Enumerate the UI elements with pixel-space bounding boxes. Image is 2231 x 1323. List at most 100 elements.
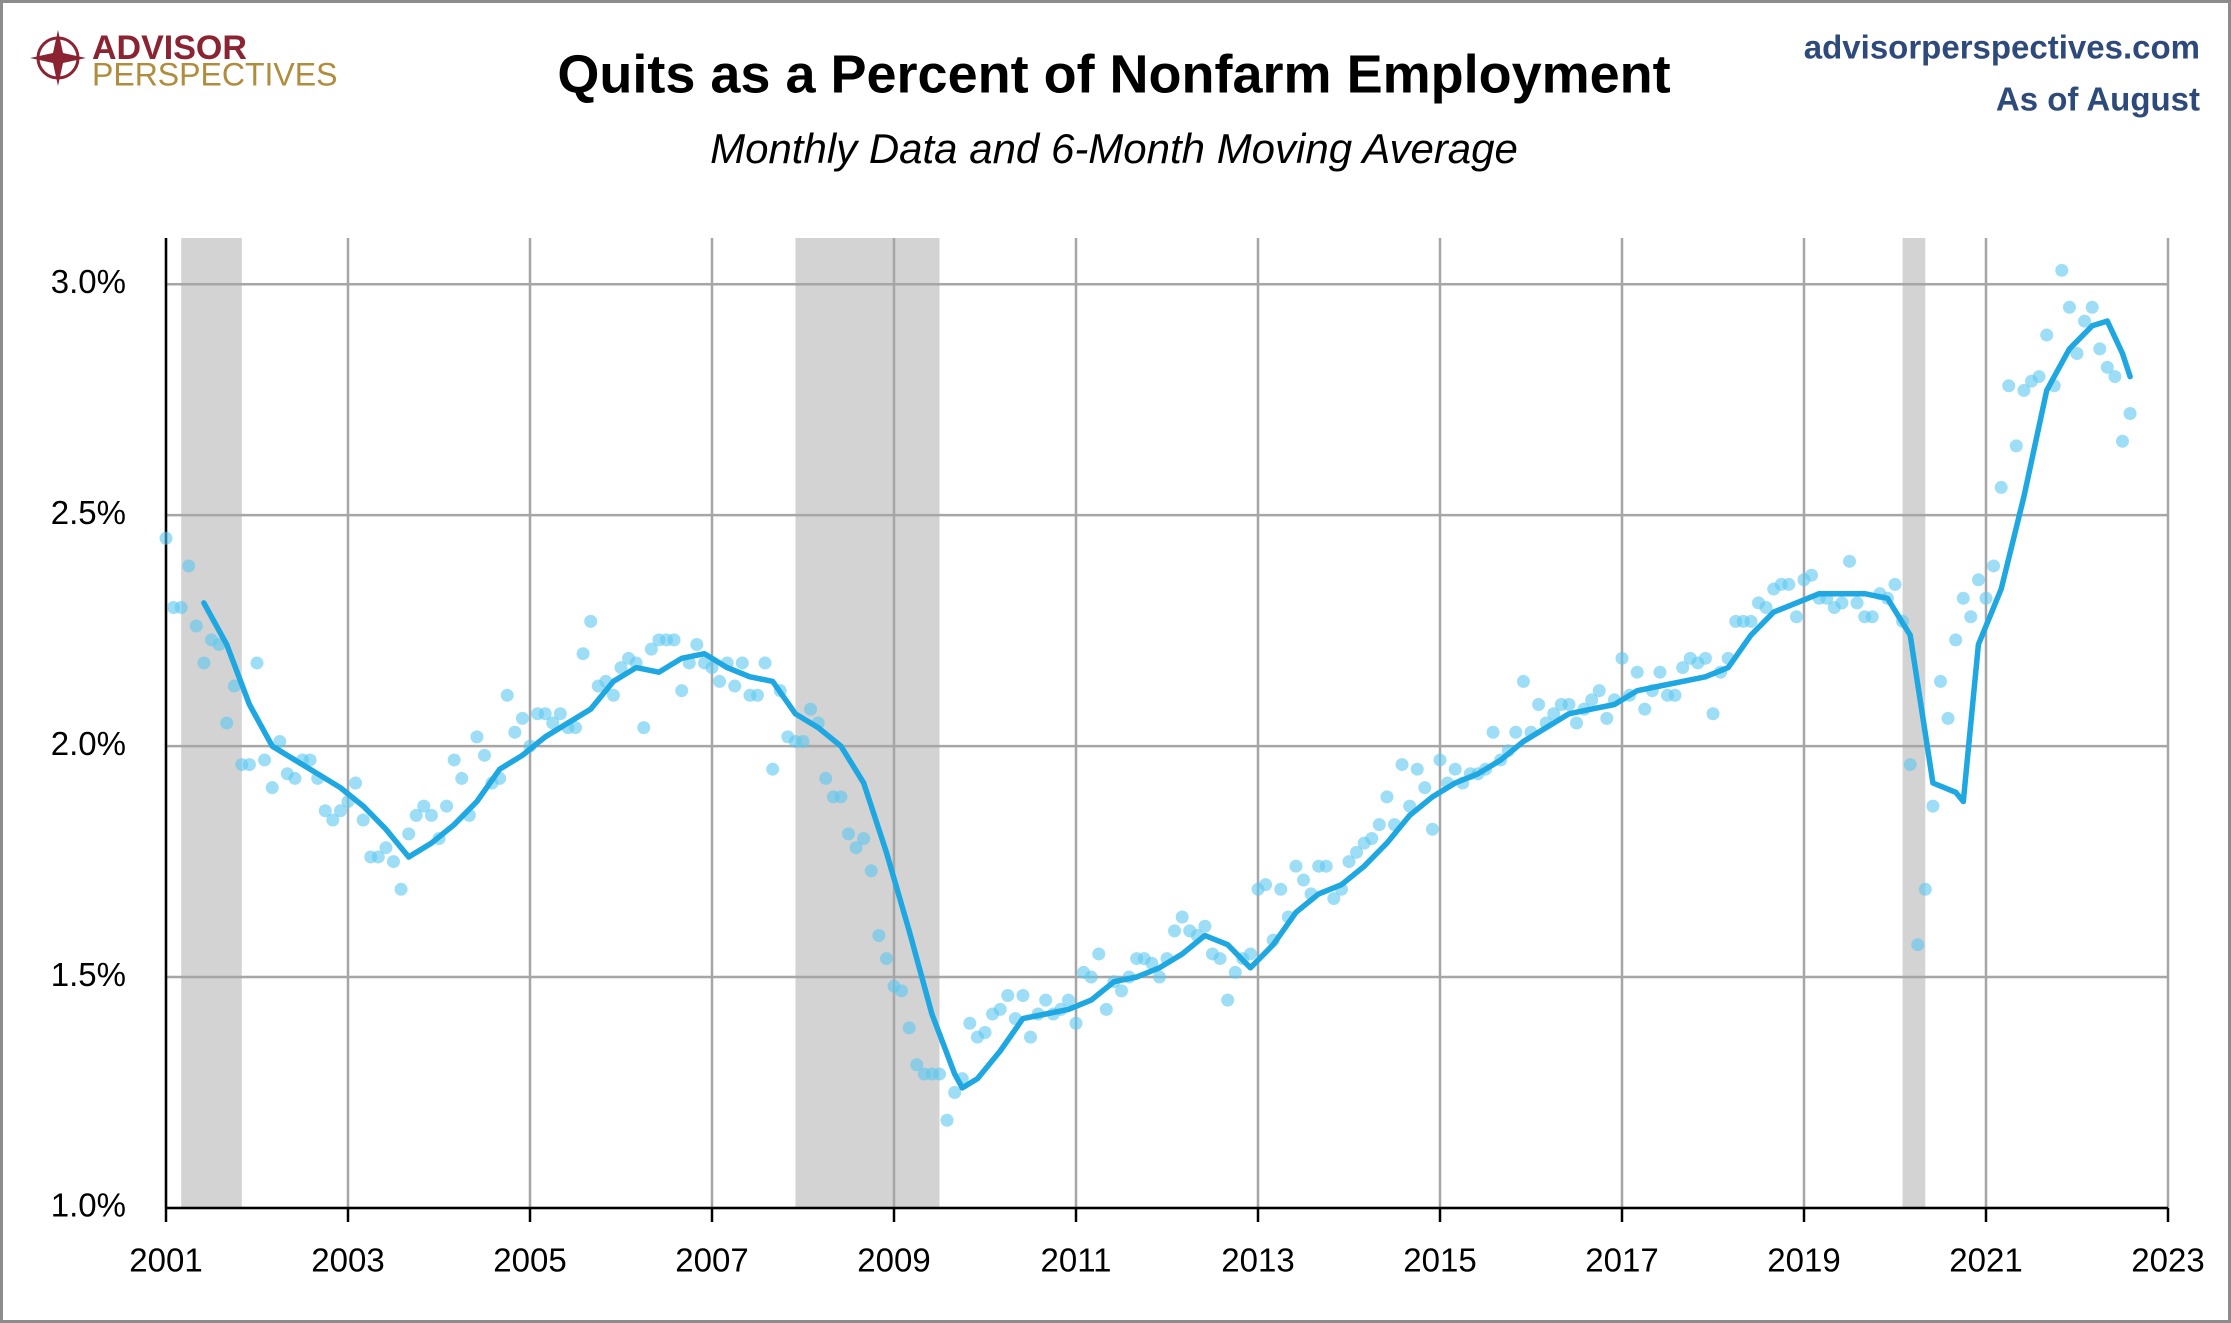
data-point [349, 776, 363, 790]
data-point [1903, 758, 1917, 772]
x-tick-label: 2007 [675, 1242, 748, 1279]
data-point [515, 711, 529, 725]
data-point [2040, 328, 2054, 342]
data-point [1372, 818, 1386, 832]
logo-text: ADVISOR [92, 29, 247, 67]
x-tick-label: 2021 [1949, 1242, 2022, 1279]
x-tick-label: 2023 [2131, 1242, 2204, 1279]
data-point [963, 1016, 977, 1030]
data-point [1016, 989, 1030, 1003]
y-tick-label: 2.0% [51, 725, 126, 762]
data-point [1971, 573, 1985, 587]
data-point [1342, 855, 1356, 869]
data-point [902, 1021, 916, 1035]
data-point [1532, 698, 1546, 712]
logo-star [30, 30, 86, 86]
data-point [1987, 559, 2001, 573]
data-point [2078, 314, 2092, 328]
data-point [1949, 633, 1963, 647]
data-point [409, 808, 423, 822]
data-point [1145, 956, 1159, 970]
data-point [1638, 702, 1652, 716]
data-point [273, 734, 287, 748]
data-point [804, 702, 818, 716]
data-point [842, 827, 855, 841]
data-point [2055, 263, 2069, 277]
data-point [576, 647, 590, 661]
data-point [182, 559, 196, 573]
y-tick-label: 3.0% [51, 263, 126, 300]
x-tick-label: 2003 [311, 1242, 384, 1279]
logo-text: PERSPECTIVES [92, 56, 337, 92]
data-point [1615, 651, 1629, 665]
data-point [258, 753, 272, 767]
data-point [1024, 1030, 1037, 1044]
data-point [417, 799, 431, 813]
data-point [1941, 711, 1955, 725]
data-point [424, 808, 438, 822]
data-point [220, 716, 234, 730]
data-point [910, 1058, 924, 1072]
y-tick-label: 2.5% [51, 494, 126, 531]
data-point [2123, 407, 2137, 421]
data-point [1782, 577, 1796, 591]
x-tick-label: 2013 [1221, 1242, 1294, 1279]
data-point [1805, 568, 1819, 582]
data-point [819, 771, 833, 785]
data-point [1327, 892, 1341, 906]
data-point [1850, 596, 1864, 610]
data-point [1835, 596, 1849, 610]
data-point [379, 841, 393, 855]
data-point [333, 804, 347, 818]
data-point [553, 707, 567, 721]
data-point [728, 679, 742, 693]
data-point [1979, 591, 1993, 605]
data-point [440, 799, 454, 813]
data-point [796, 734, 810, 748]
data-point [1092, 947, 1106, 961]
data-point [1759, 601, 1773, 615]
data-point [1926, 799, 1940, 813]
data-point [1964, 610, 1978, 624]
data-point [402, 827, 416, 841]
data-point [318, 804, 332, 818]
data-point [1289, 859, 1303, 873]
data-point [675, 684, 689, 698]
data-point [864, 864, 878, 878]
x-tick-label: 2015 [1403, 1242, 1476, 1279]
data-point [584, 614, 598, 628]
y-tick-label: 1.5% [51, 956, 126, 993]
data-point [2002, 379, 2016, 393]
data-point [470, 730, 484, 744]
data-point [2009, 439, 2023, 453]
source: advisorperspectives.com [1804, 29, 2200, 66]
data-point [1653, 665, 1667, 679]
as-of: As of August [1996, 81, 2200, 118]
data-point [394, 882, 408, 896]
data-point [1418, 781, 1432, 795]
plot: 1.0% 1.5% 2.0% 2.5% 3.0% 2001 2003 2005 2007 2009… [51, 238, 2205, 1279]
data-point [872, 928, 886, 942]
data-point [1061, 993, 1075, 1007]
x-tick-label: 2011 [1041, 1242, 1112, 1279]
data-point [1365, 831, 1379, 845]
data-point [849, 841, 863, 855]
data-point [1319, 859, 1333, 873]
data-point [2116, 434, 2129, 448]
data-point [242, 758, 256, 772]
data-point [1676, 661, 1690, 675]
data-point [1888, 577, 1902, 591]
data-point [1221, 993, 1235, 1007]
data-point [1509, 725, 1523, 739]
data-point [1084, 970, 1098, 984]
data-point [2093, 342, 2107, 356]
data-point [1562, 698, 1576, 712]
data-point [1600, 711, 1614, 725]
data-point [1698, 651, 1712, 665]
data-point [1152, 970, 1166, 984]
data-point [546, 716, 560, 730]
data-point [690, 637, 704, 651]
